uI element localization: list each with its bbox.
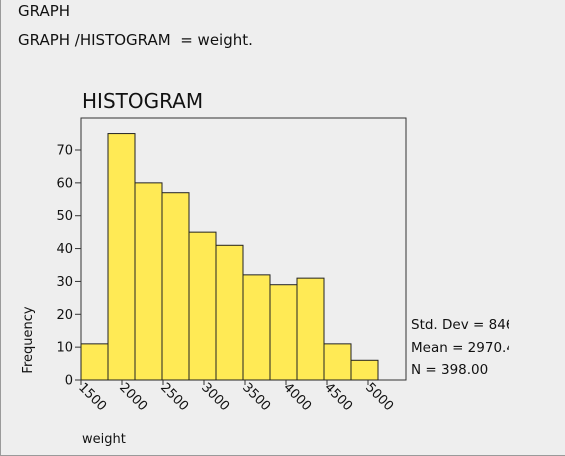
stat-mean: Mean = 2970.4: [411, 340, 509, 356]
histogram-bar: [80, 343, 109, 381]
histogram-bar: [242, 274, 271, 381]
x-tick-label: 3500: [239, 380, 273, 414]
y-tick-label: 50: [56, 209, 73, 224]
histogram-bar: [323, 343, 352, 381]
histogram-bar: [107, 133, 136, 381]
histogram-bar: [296, 277, 325, 381]
x-tick-label: 3000: [198, 380, 232, 414]
chart-title: HISTOGRAM: [82, 89, 204, 113]
histogram-bar: [161, 192, 190, 381]
histogram-bar: [215, 244, 244, 381]
syntax-command-line: GRAPH: [18, 2, 71, 20]
x-tick-label: 2500: [157, 380, 191, 414]
histogram-bar: [134, 182, 163, 381]
x-tick-label: 4500: [321, 380, 355, 414]
histogram-bar: [269, 284, 298, 381]
stat-n: N = 398.00: [411, 362, 489, 378]
stat-std-dev: Std. Dev = 846.84: [411, 317, 509, 333]
x-tick-label: 2000: [116, 380, 150, 414]
y-tick-label: 40: [56, 242, 73, 257]
x-tick-label: 1500: [75, 380, 109, 414]
x-tick-label: 5000: [362, 380, 396, 414]
syntax-histogram-command: GRAPH /HISTOGRAM = weight.: [18, 31, 253, 49]
y-tick-label: 20: [56, 308, 73, 323]
histogram-bar: [350, 359, 379, 381]
y-tick-label: 30: [56, 275, 73, 290]
x-axis-label: weight: [82, 432, 126, 447]
x-tick-label: 4000: [280, 380, 314, 414]
viewer-left-border: [0, 0, 1, 456]
y-axis-label: Frequency: [21, 306, 36, 373]
y-tick-label: 0: [65, 374, 73, 389]
histogram-bar: [188, 231, 217, 381]
y-tick-label: 70: [56, 144, 73, 159]
y-tick-label: 60: [56, 176, 73, 191]
y-tick-label: 10: [56, 341, 73, 356]
